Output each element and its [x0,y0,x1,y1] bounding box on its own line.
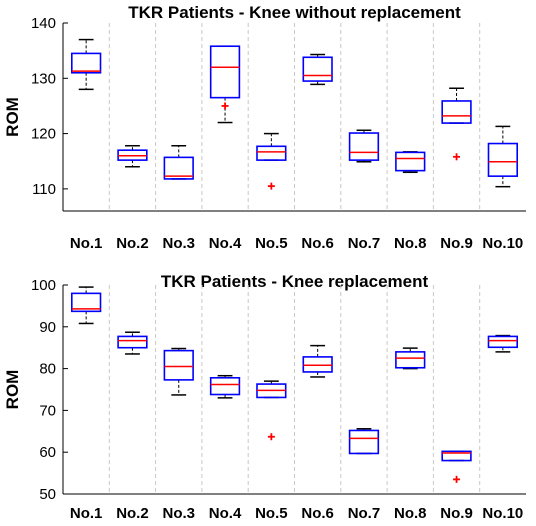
y-tick-label: 50 [39,486,56,503]
box-No.8 [395,347,426,370]
x-tick-label: No.4 [209,505,242,521]
iqr-box [117,335,148,349]
x-tick-label: No.1 [70,505,103,521]
outlier-marker [453,475,461,483]
box-No.3 [163,145,194,180]
x-tick-label: No.9 [440,505,473,521]
y-axis-label: ROM [3,97,22,137]
x-tick-label: No.8 [394,505,427,521]
chart-panel-1: TKR Patients - Knee without replacement R… [3,3,526,252]
outlier-marker [453,153,461,161]
y-tick-label: 110 [32,181,56,198]
box-No.9 [441,450,472,483]
x-tick-label: No.9 [440,235,473,252]
box-No.8 [395,151,426,174]
x-tick-label: No.3 [162,235,195,252]
box-No.10 [487,125,519,188]
chart-title: TKR Patients - Knee without replacement [128,3,461,22]
iqr-box [70,52,102,74]
x-tick-label: No.5 [255,235,288,252]
box-No.7 [348,428,380,455]
x-tick-label: No.7 [348,235,381,252]
box-No.2 [117,331,148,355]
y-tick-label: 90 [39,319,56,336]
y-tick-label: 80 [39,361,56,378]
outlier-marker [221,102,229,110]
x-tick-label: No.3 [162,505,195,521]
iqr-box [302,56,333,82]
box-No.7 [348,129,380,163]
x-tick-label: No.1 [70,235,103,252]
chart-title: TKR Patients - Knee replacement [161,272,429,291]
box-No.6 [302,344,333,378]
iqr-box [348,429,380,455]
x-tick-label: No.2 [116,505,149,521]
iqr-box [487,142,519,177]
x-tick-label: No.10 [482,505,523,521]
y-tick-label: 120 [31,126,56,143]
outlier-marker [267,182,275,190]
box-No.3 [163,347,194,396]
box-No.4 [209,374,241,399]
y-tick-label: 70 [39,402,56,419]
y-tick-label: 130 [31,70,56,87]
iqr-box [348,132,380,161]
x-tick-label: No.2 [116,235,149,252]
y-axis-label: ROM [3,370,22,410]
iqr-box [441,450,472,462]
box-No.4 [209,45,241,124]
x-tick-label: No.4 [209,235,242,252]
y-tick-label: 60 [39,444,56,461]
box-No.2 [117,145,148,168]
iqr-box [487,335,519,349]
x-tick-label: No.7 [348,505,381,521]
x-tick-label: No.8 [394,235,427,252]
iqr-box [163,156,194,180]
x-tick-label: No.5 [255,505,288,521]
iqr-box [70,292,102,313]
iqr-box [441,100,472,124]
x-tick-label: No.6 [301,235,334,252]
x-tick-label: No.10 [482,235,523,252]
iqr-box [209,45,241,99]
box-No.5 [256,132,287,190]
iqr-box [395,151,426,172]
box-No.6 [302,53,333,86]
iqr-box [302,356,333,373]
box-No.1 [70,38,102,91]
box-No.1 [70,286,102,325]
chart-panel-2: TKR Patients - Knee replacement ROM 50 60 70… [3,272,526,522]
iqr-box [163,349,194,381]
iqr-box [209,376,241,396]
y-tick-label: 100 [31,277,56,294]
iqr-box [256,145,287,161]
box-No.9 [441,87,472,161]
iqr-box [395,351,426,369]
x-tick-label: No.6 [301,505,334,521]
y-tick-label: 140 [31,15,56,32]
outlier-marker [267,433,275,441]
box-No.10 [487,334,519,353]
box-No.5 [256,380,287,441]
